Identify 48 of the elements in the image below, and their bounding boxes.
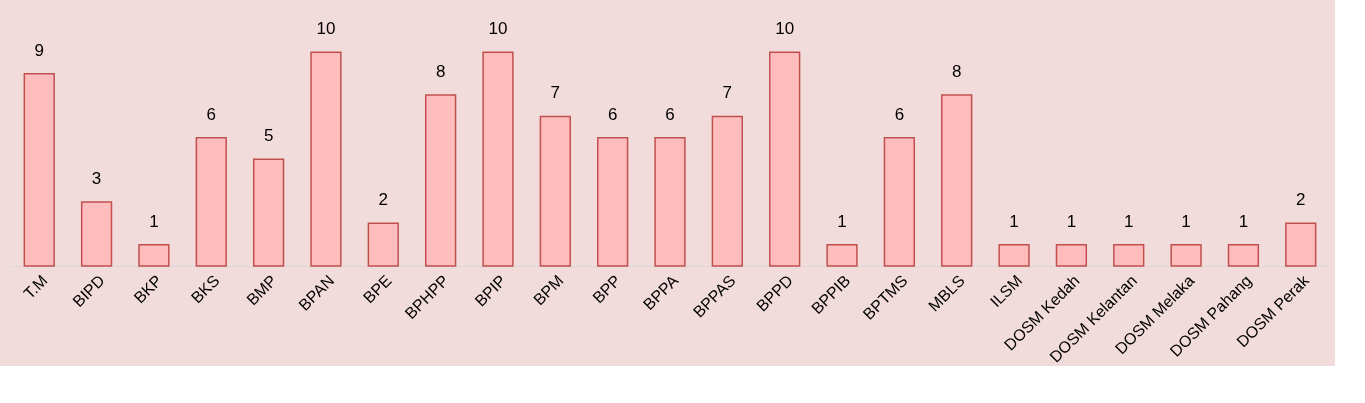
bar [1170, 243, 1202, 267]
bar [80, 201, 113, 267]
bar [539, 115, 571, 267]
bar [482, 51, 514, 267]
bar [252, 158, 285, 267]
bar [1055, 243, 1088, 267]
bar [998, 243, 1030, 267]
data-label: 10 [488, 19, 508, 39]
data-label: 2 [1296, 190, 1306, 210]
x-tick-label: T.M [20, 271, 51, 303]
bar [941, 94, 973, 267]
data-label: 8 [435, 62, 446, 82]
data-label: 9 [34, 40, 44, 60]
data-label: 1 [149, 211, 159, 231]
bar [654, 137, 686, 267]
data-label: 2 [378, 190, 389, 210]
data-label: 10 [775, 19, 795, 39]
data-label: 6 [894, 104, 905, 124]
bar [138, 243, 170, 267]
bar [424, 94, 457, 267]
data-label: 7 [550, 83, 561, 103]
data-label: 1 [1009, 211, 1019, 231]
bar [310, 51, 342, 267]
bar [367, 222, 399, 267]
bar [769, 51, 801, 267]
bar [23, 72, 55, 267]
bar [1285, 222, 1317, 267]
bar [1113, 243, 1145, 267]
bar [195, 137, 227, 267]
bar [597, 137, 629, 267]
data-label: 6 [206, 104, 216, 124]
data-label: 1 [1181, 211, 1191, 231]
data-label: 8 [951, 62, 962, 82]
data-label: 1 [837, 211, 847, 231]
bar [1227, 243, 1260, 267]
data-label: 1 [1066, 211, 1077, 231]
x-tick-label: BKS [187, 271, 223, 307]
bar [826, 243, 858, 267]
data-label: 7 [722, 83, 733, 103]
data-label: 6 [607, 104, 618, 124]
data-label: 1 [1124, 211, 1134, 231]
data-label: 6 [665, 104, 675, 124]
data-label: 10 [316, 19, 336, 39]
bar [883, 137, 916, 267]
bar [711, 115, 743, 267]
data-label: 5 [263, 126, 274, 146]
data-label: 1 [1238, 211, 1249, 231]
data-label: 3 [91, 168, 102, 188]
